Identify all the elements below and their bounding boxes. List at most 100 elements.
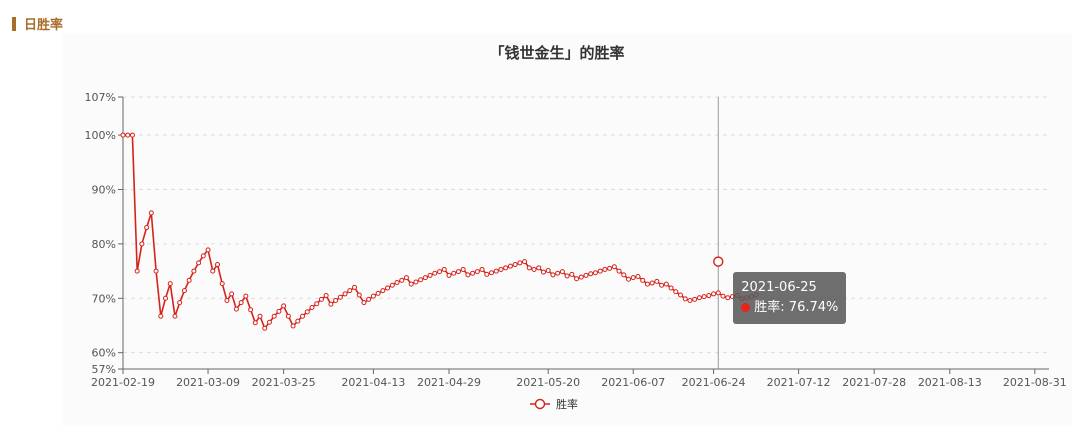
data-point[interactable]: [380, 288, 386, 294]
data-point[interactable]: [394, 280, 400, 286]
data-point[interactable]: [611, 264, 617, 270]
data-point[interactable]: [163, 295, 169, 301]
data-point[interactable]: [493, 268, 499, 274]
data-point[interactable]: [626, 276, 632, 282]
data-point[interactable]: [574, 276, 580, 282]
data-point[interactable]: [441, 266, 447, 272]
data-point[interactable]: [413, 279, 419, 285]
data-point[interactable]: [252, 320, 258, 326]
data-point[interactable]: [271, 313, 277, 319]
data-point[interactable]: [375, 290, 381, 296]
data-point[interactable]: [668, 285, 674, 291]
data-point[interactable]: [507, 263, 513, 269]
data-point[interactable]: [725, 295, 731, 301]
data-point[interactable]: [219, 281, 225, 287]
data-point[interactable]: [630, 275, 636, 281]
data-point[interactable]: [276, 308, 282, 314]
data-point[interactable]: [588, 271, 594, 277]
data-point[interactable]: [418, 277, 424, 283]
data-point[interactable]: [422, 275, 428, 281]
data-point[interactable]: [489, 270, 495, 276]
data-point[interactable]: [361, 300, 367, 306]
data-point[interactable]: [640, 277, 646, 283]
data-point[interactable]: [540, 269, 546, 275]
data-point[interactable]: [550, 272, 556, 278]
data-point[interactable]: [257, 313, 263, 319]
data-point[interactable]: [559, 269, 565, 275]
data-point[interactable]: [470, 270, 476, 276]
data-point[interactable]: [314, 301, 320, 307]
data-point[interactable]: [300, 313, 306, 319]
data-point[interactable]: [328, 301, 334, 307]
data-point[interactable]: [129, 132, 135, 138]
data-point[interactable]: [295, 318, 301, 324]
data-point[interactable]: [517, 260, 523, 266]
data-point[interactable]: [120, 132, 126, 138]
data-point[interactable]: [290, 323, 296, 329]
data-point[interactable]: [385, 285, 391, 291]
data-point[interactable]: [177, 300, 183, 306]
data-point[interactable]: [233, 306, 239, 312]
data-point[interactable]: [437, 269, 443, 275]
data-point[interactable]: [460, 266, 466, 272]
data-point[interactable]: [200, 253, 206, 259]
data-point[interactable]: [356, 292, 362, 298]
data-point[interactable]: [701, 294, 707, 300]
highlighted-data-point[interactable]: [713, 256, 724, 267]
data-point[interactable]: [526, 265, 532, 271]
data-point[interactable]: [654, 278, 660, 284]
data-point[interactable]: [399, 277, 405, 283]
data-point[interactable]: [682, 296, 688, 302]
data-point[interactable]: [248, 307, 254, 313]
data-point[interactable]: [205, 247, 211, 253]
data-point[interactable]: [474, 269, 480, 275]
data-point[interactable]: [214, 262, 220, 268]
legend[interactable]: 胜率: [530, 397, 578, 411]
data-point[interactable]: [673, 289, 679, 295]
data-point[interactable]: [479, 266, 485, 272]
data-point[interactable]: [262, 325, 268, 331]
data-point[interactable]: [304, 309, 310, 315]
data-point[interactable]: [621, 272, 627, 278]
data-point[interactable]: [677, 292, 683, 298]
data-point[interactable]: [366, 296, 372, 302]
data-point[interactable]: [592, 270, 598, 276]
data-point[interactable]: [616, 268, 622, 274]
data-point[interactable]: [427, 272, 433, 278]
data-point[interactable]: [196, 260, 202, 266]
data-point[interactable]: [451, 270, 457, 276]
data-point[interactable]: [238, 300, 244, 306]
data-point[interactable]: [564, 273, 570, 279]
data-point[interactable]: [266, 319, 272, 325]
data-point[interactable]: [408, 281, 414, 287]
data-point[interactable]: [503, 265, 509, 271]
data-point[interactable]: [692, 296, 698, 302]
data-point[interactable]: [224, 297, 230, 303]
data-point[interactable]: [583, 272, 589, 278]
data-point[interactable]: [281, 303, 287, 309]
data-point[interactable]: [512, 262, 518, 268]
data-point[interactable]: [484, 271, 490, 277]
data-point[interactable]: [342, 291, 348, 297]
data-point[interactable]: [711, 291, 717, 297]
data-point[interactable]: [663, 281, 669, 287]
data-point[interactable]: [597, 268, 603, 274]
data-point[interactable]: [635, 274, 641, 280]
data-point[interactable]: [333, 297, 339, 303]
data-point[interactable]: [432, 270, 438, 276]
data-point[interactable]: [536, 265, 542, 271]
data-point[interactable]: [347, 288, 353, 294]
data-point[interactable]: [186, 277, 192, 283]
data-point[interactable]: [446, 272, 452, 278]
data-point[interactable]: [309, 305, 315, 311]
data-point[interactable]: [498, 266, 504, 272]
data-point[interactable]: [337, 294, 343, 300]
data-point[interactable]: [285, 313, 291, 319]
data-point[interactable]: [172, 313, 178, 319]
data-point[interactable]: [191, 268, 197, 274]
data-point[interactable]: [659, 282, 665, 288]
data-point[interactable]: [649, 280, 655, 286]
data-point[interactable]: [644, 281, 650, 287]
data-point[interactable]: [531, 266, 537, 272]
